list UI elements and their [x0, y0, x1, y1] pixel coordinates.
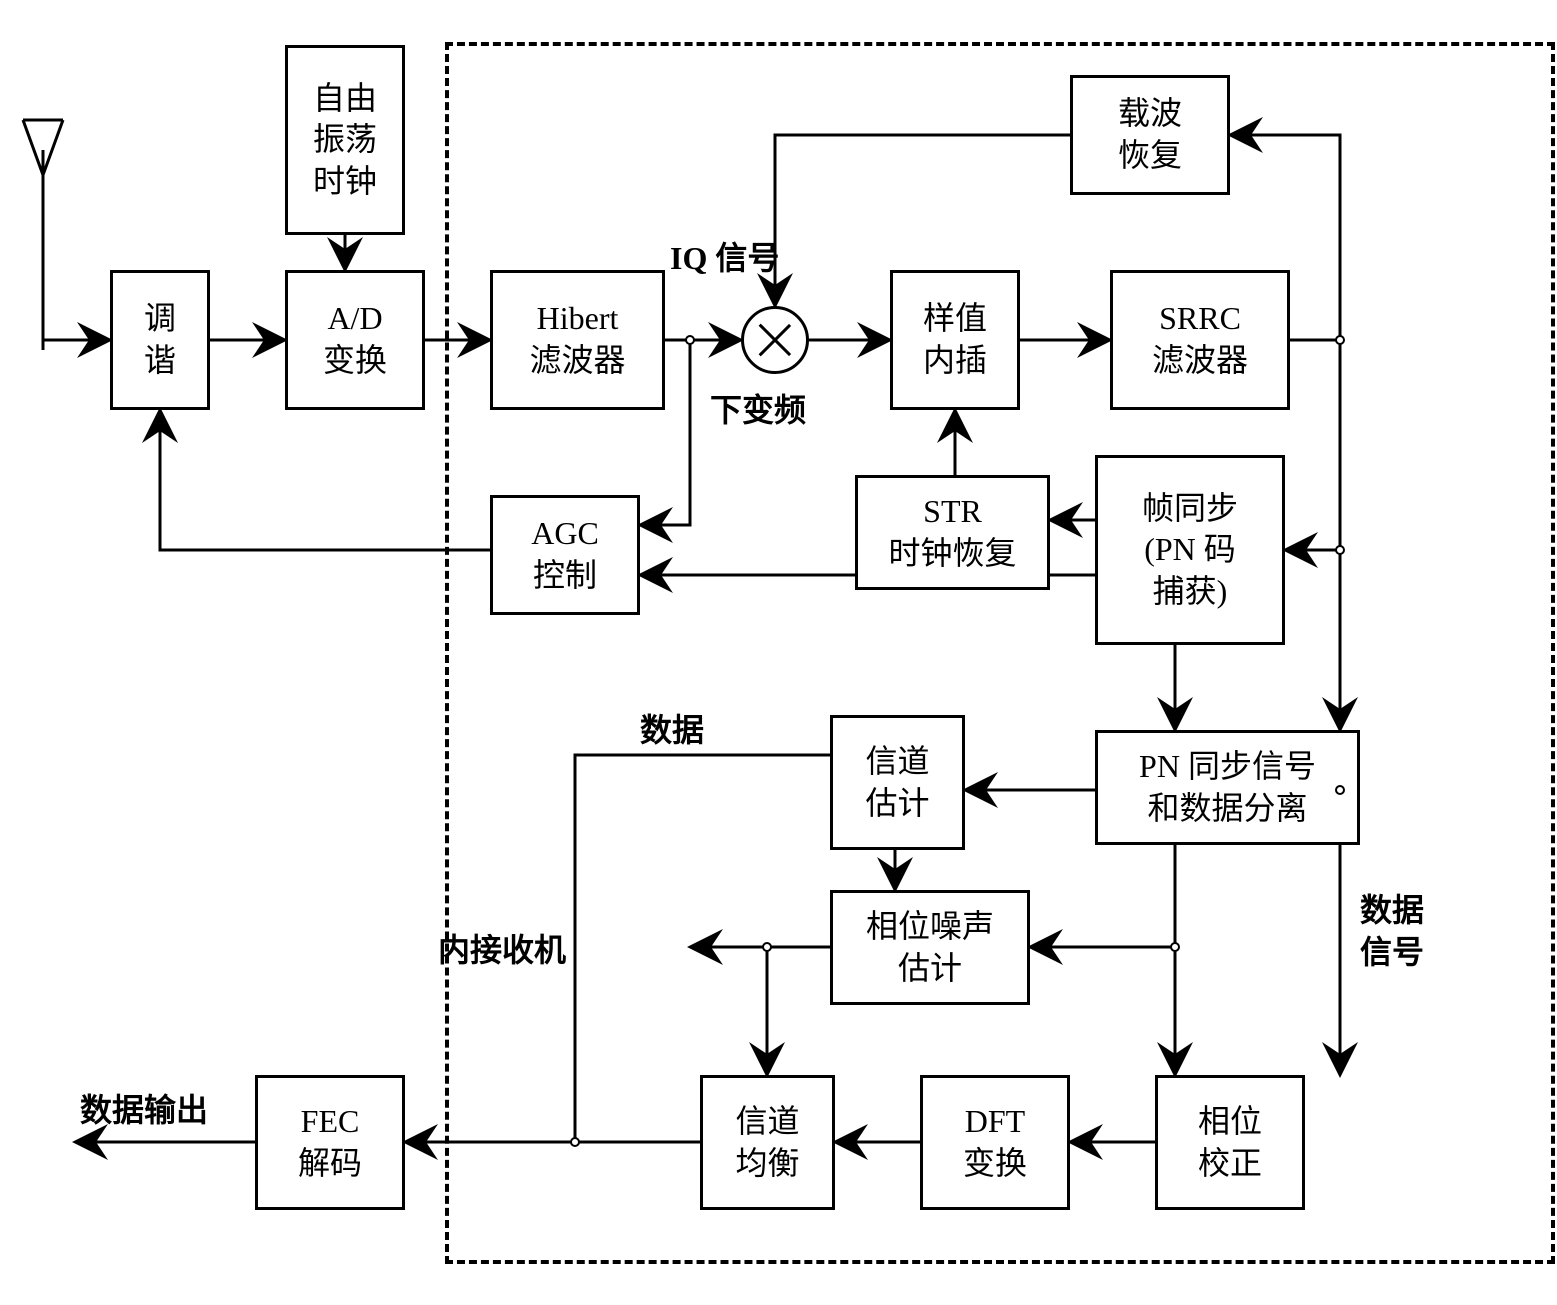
block-phase_corr: 相位 校正	[1155, 1075, 1305, 1210]
block-ad: A/D 变换	[285, 270, 425, 410]
block-frame_sync: 帧同步 (PN 码 捕获)	[1095, 455, 1285, 645]
antenna-icon	[23, 120, 63, 350]
block-srrc: SRRC 滤波器	[1110, 270, 1290, 410]
block-tuner: 调 谐	[110, 270, 210, 410]
block-agc: AGC 控制	[490, 495, 640, 615]
mixer-icon	[741, 306, 809, 374]
block-dft: DFT 变换	[920, 1075, 1070, 1210]
block-hilbert: Hibert 滤波器	[490, 270, 665, 410]
block-interp: 样值 内插	[890, 270, 1020, 410]
block-phase_noise: 相位噪声 估计	[830, 890, 1030, 1005]
block-carrier: 载波 恢复	[1070, 75, 1230, 195]
junction-3	[1335, 785, 1345, 795]
label-iq-signal: IQ 信号	[670, 238, 779, 280]
junction-5	[762, 942, 772, 952]
label-data-signal: 数据 信号	[1360, 890, 1424, 973]
label-data-out: 数据输出	[80, 1090, 208, 1132]
junction-2	[1335, 545, 1345, 555]
block-pn_sep: PN 同步信号 和数据分离	[1095, 730, 1360, 845]
junction-4	[1170, 942, 1180, 952]
junction-6	[570, 1137, 580, 1147]
label-data: 数据	[640, 710, 704, 752]
junction-0	[685, 335, 695, 345]
block-free_clock: 自由 振荡 时钟	[285, 45, 405, 235]
block-fec: FEC 解码	[255, 1075, 405, 1210]
label-down-convert: 下变频	[710, 390, 806, 432]
label-inner-rx: 内接收机	[438, 930, 566, 972]
wire-14	[160, 410, 490, 550]
block-chan_eq: 信道 均衡	[700, 1075, 835, 1210]
junction-1	[1335, 335, 1345, 345]
block-chan_est: 信道 估计	[830, 715, 965, 850]
block-str: STR 时钟恢复	[855, 475, 1050, 590]
